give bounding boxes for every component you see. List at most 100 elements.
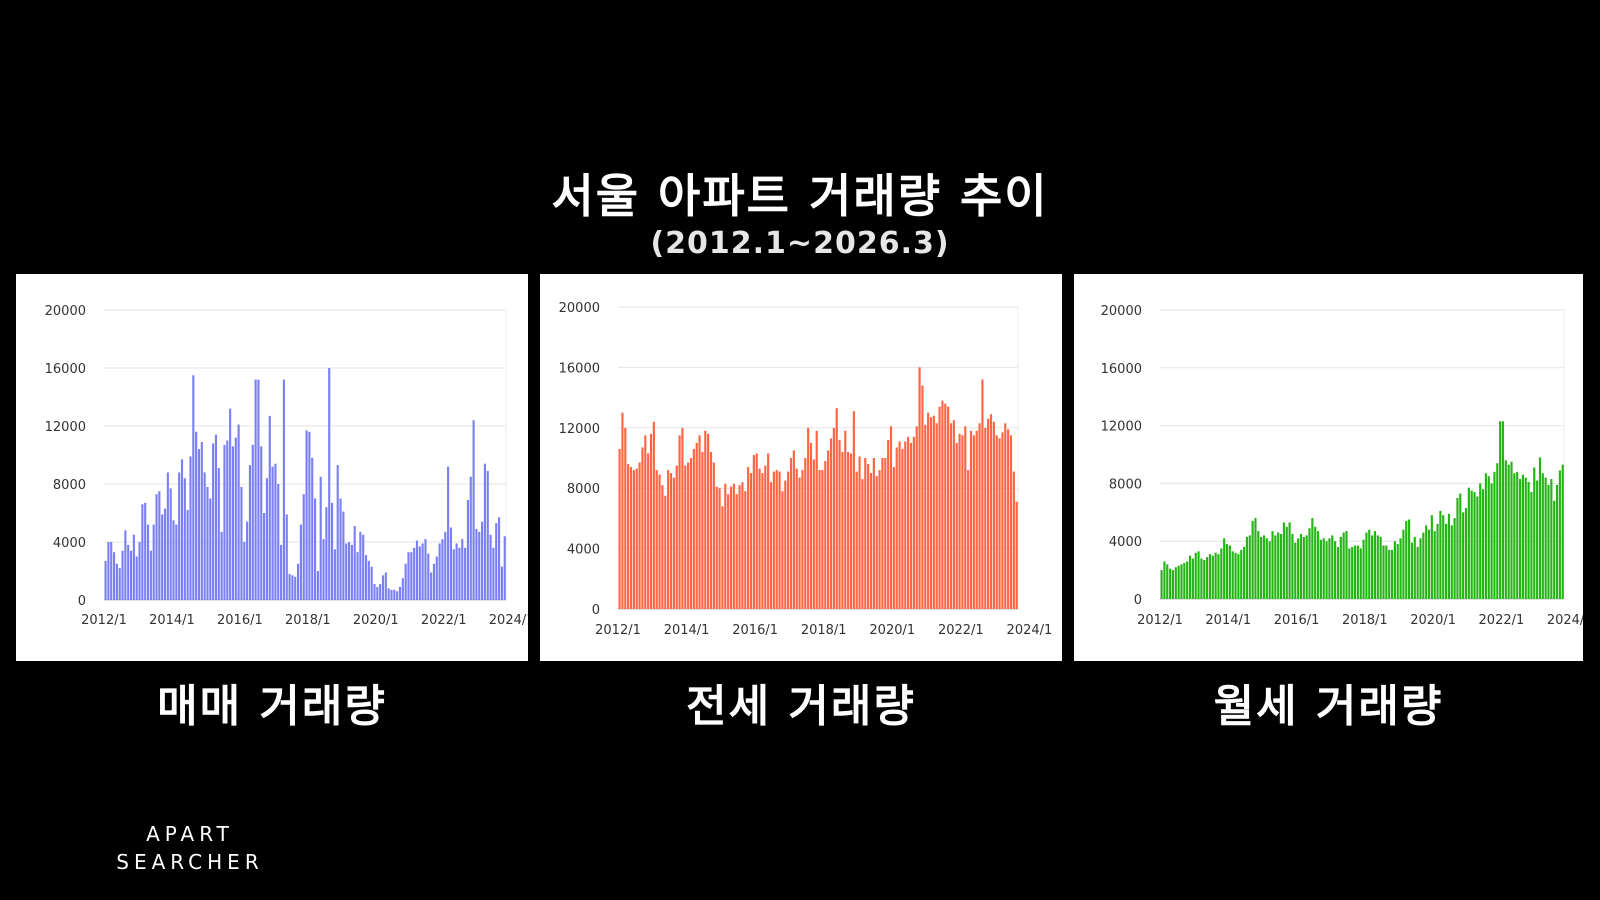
bar [1553,500,1556,599]
bar [892,467,895,609]
bar [907,436,910,609]
bar [452,549,455,600]
bar [1530,492,1533,599]
bar [1399,538,1402,599]
bar [632,470,635,609]
y-tick-label: 4000 [1109,535,1142,550]
bar [220,531,223,600]
bar [178,472,181,600]
bar [212,443,215,600]
bar [927,412,930,609]
bar [1319,539,1322,599]
bar [237,424,240,600]
bar [1521,474,1524,599]
bar [1462,512,1465,599]
bar [687,462,690,609]
bar [1473,492,1476,599]
bar [390,589,393,600]
bar [1166,564,1169,599]
bar [681,427,684,609]
bar [1356,545,1359,599]
bar [664,495,667,609]
bar [330,502,334,600]
bar [1206,557,1209,599]
bar [285,514,288,600]
bar [189,456,192,600]
bar [1413,536,1416,599]
bar [764,465,767,609]
bar [1416,546,1419,599]
bar [325,507,328,600]
x-tick-label: 2014/1 [149,613,195,628]
bar [744,491,747,609]
bar [226,440,229,600]
bar [260,446,263,600]
bar [458,547,461,600]
bar [1490,483,1493,599]
bar [732,483,735,609]
bar [1470,490,1473,599]
bar [1467,487,1470,599]
bar [721,506,724,609]
y-tick-label: 20000 [559,301,600,316]
bar [1533,467,1536,599]
bar [738,485,741,609]
bar [967,470,970,609]
bar [889,426,893,609]
page-title: 서울 아파트 거래량 추이 [551,169,1049,223]
bar [1325,541,1328,599]
bar [251,444,254,600]
bar [342,511,345,600]
bar [1288,522,1291,599]
bar [855,471,858,609]
x-tick-label: 2020/1 [353,613,399,628]
bar [1169,568,1172,599]
bar [234,437,237,600]
bar [291,575,294,600]
bar [689,458,693,609]
bar [1197,551,1200,599]
bar [373,584,376,600]
bar [1217,554,1220,599]
bar [707,433,710,609]
bar [328,368,331,600]
bar [1228,545,1231,599]
bar [1015,501,1018,609]
bar [364,555,368,600]
bar [1254,518,1257,599]
bar [1174,567,1177,599]
bar [339,498,342,600]
bar [1385,545,1388,599]
bar [1425,525,1428,599]
bar [1516,471,1519,599]
bar [498,517,501,600]
bar [824,461,827,609]
bar [359,531,362,600]
bar [447,466,450,600]
y-tick-label: 8000 [53,478,86,493]
bar [209,498,212,600]
bar [669,473,673,609]
bar [1501,421,1505,599]
bar [107,542,110,600]
bar [1513,473,1516,599]
bar [809,442,813,609]
bar [944,403,947,609]
bar [280,544,283,600]
bar [104,560,107,600]
bar [132,534,135,600]
bar [288,573,291,600]
x-tick-label: 2016/1 [217,613,263,628]
y-tick-label: 12000 [559,422,600,437]
bar [1265,538,1268,599]
bar [1456,497,1459,599]
bar [1408,519,1411,599]
bar [621,412,624,609]
bar [1308,528,1311,599]
bar [322,539,325,600]
bar [1009,435,1013,609]
bar [152,524,155,600]
bar [692,448,695,609]
bar [787,471,790,609]
bar [1274,535,1277,599]
